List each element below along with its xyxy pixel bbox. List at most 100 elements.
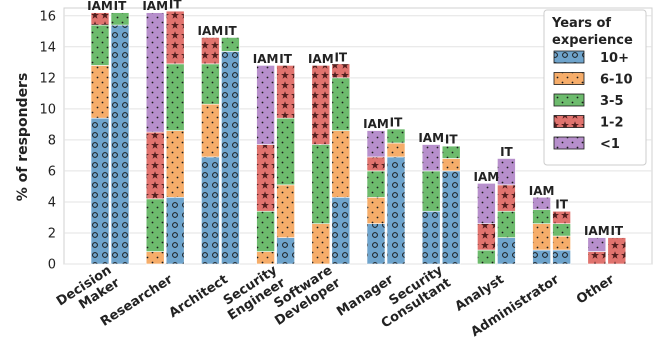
bar-segment <box>165 130 185 198</box>
bar-segment <box>256 210 275 252</box>
bar-segment <box>311 223 331 265</box>
bar-segment <box>311 65 331 145</box>
bar-segment <box>386 156 406 265</box>
bar-segment <box>276 117 295 186</box>
legend-title: Years of experience <box>551 16 633 48</box>
bar-segment <box>276 65 295 119</box>
bar-group-label: IT <box>500 145 513 159</box>
bar-segment <box>256 144 275 212</box>
bar-segment <box>366 156 386 172</box>
bar-segment <box>331 63 351 79</box>
bar-segment <box>366 223 386 265</box>
y-axis-label: % of responders <box>15 73 31 202</box>
legend-entry: 1-2 <box>600 116 624 131</box>
bar-segment <box>366 196 386 224</box>
bar-segment <box>221 37 240 52</box>
bar-segment <box>366 170 386 198</box>
bar-group-label: IT <box>334 50 347 64</box>
bar-segment <box>607 237 627 265</box>
bar-group-label: IT <box>279 52 292 66</box>
bar-segment <box>552 223 571 237</box>
legend-swatch <box>553 136 585 150</box>
bar-segment <box>587 251 607 265</box>
bar-segment <box>90 117 110 265</box>
legend-entry: 6-10 <box>600 73 633 88</box>
bar-segment <box>477 249 496 265</box>
bar-segment <box>145 251 165 265</box>
y-tick-label: 14 <box>39 40 56 55</box>
bar-segment <box>256 251 275 265</box>
y-tick-label: 8 <box>48 133 56 148</box>
bar-segment <box>276 237 295 265</box>
legend-entry: 3-5 <box>600 94 624 109</box>
bar-segment <box>441 170 461 265</box>
bar-segment <box>110 12 130 26</box>
bar-segment <box>497 237 516 265</box>
bar-segment <box>552 235 571 251</box>
bar-segment <box>477 183 496 224</box>
y-tick-label: 2 <box>48 226 56 241</box>
bar-group-label: IT <box>390 116 403 130</box>
bar-segment <box>110 24 130 265</box>
bar-group-label: IAM <box>253 52 279 66</box>
x-tick-label: SecurityConsultant <box>371 263 455 332</box>
bar-segment <box>532 223 551 251</box>
y-axis: 0 2 4 6 8 10 12 14 16 <box>39 9 56 272</box>
bar-segment <box>201 37 220 65</box>
bar-group-label: IT <box>445 133 458 147</box>
bar-group-label: IAM <box>584 224 610 238</box>
bar-group-label: IT <box>169 0 182 12</box>
bar-segment <box>331 77 351 131</box>
bar-segment <box>90 65 110 119</box>
bar-segment <box>386 142 406 158</box>
bar-segment <box>532 209 551 224</box>
bar-group-label: IAM <box>474 170 500 184</box>
bar-segment <box>441 145 461 159</box>
bar-segment <box>201 63 220 105</box>
bar-segment <box>256 65 275 145</box>
x-tick-label: Other <box>574 272 618 308</box>
bar-segment <box>165 10 185 65</box>
bar-segment <box>165 196 185 265</box>
bar-segment <box>90 12 110 26</box>
bar-group-label: IAM <box>308 52 334 66</box>
y-tick-label: 10 <box>39 102 56 117</box>
bar-segment <box>441 158 461 172</box>
bar-segment <box>145 12 165 133</box>
bar-segment <box>331 196 351 265</box>
legend-swatch <box>553 72 585 85</box>
bar-segment <box>497 158 516 186</box>
bar-segment <box>201 103 220 158</box>
bar-segment <box>587 237 607 252</box>
bar-segment <box>532 249 551 265</box>
bar-segment <box>386 128 406 144</box>
y-tick-label: 4 <box>48 195 56 210</box>
bar-group-label: IAM <box>142 0 168 13</box>
bar-segment <box>311 144 331 224</box>
bar-segment <box>552 249 571 265</box>
bar-segment <box>421 144 441 172</box>
legend-entry: 10+ <box>600 51 629 66</box>
bar-segment <box>331 130 351 198</box>
bar-segment <box>497 210 516 238</box>
bar-group-label: IT <box>114 0 127 13</box>
legend-swatch <box>553 115 585 128</box>
y-tick-label: 12 <box>39 71 56 86</box>
bar-segment <box>90 24 110 66</box>
bar-group-label: IAM <box>87 0 113 13</box>
legend-entry: <1 <box>600 137 620 152</box>
bar-segment <box>145 198 165 252</box>
legend-swatch <box>553 50 585 64</box>
bar-group-label: IT <box>555 198 568 212</box>
bar-segment <box>145 131 165 200</box>
bar-group-label: IAM <box>198 24 224 38</box>
bar-segment <box>477 223 496 251</box>
bar-segment <box>421 170 441 212</box>
bar-segment <box>497 184 516 212</box>
bar-group-label: IAM <box>529 184 555 198</box>
y-tick-label: 16 <box>39 9 56 24</box>
bar-segment <box>201 156 220 265</box>
bar-group-label: IAM <box>418 131 444 145</box>
